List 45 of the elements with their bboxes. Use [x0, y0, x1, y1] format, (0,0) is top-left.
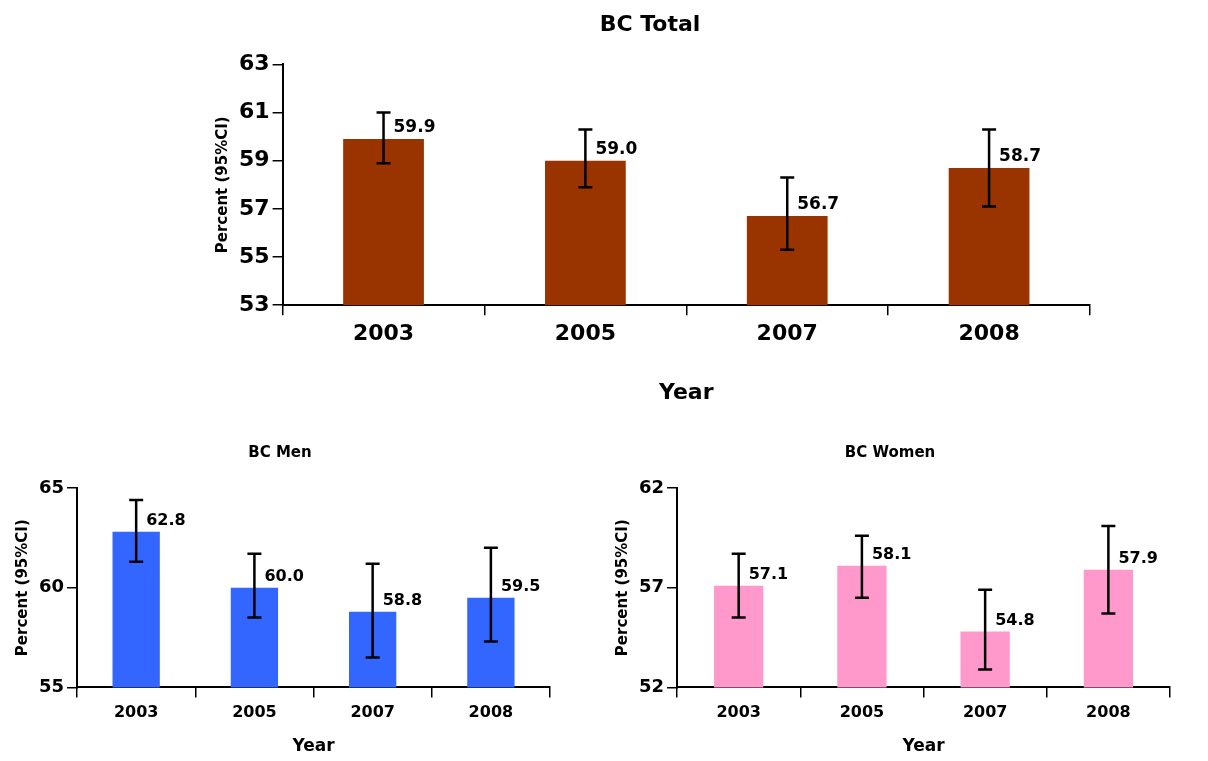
data-label: 59.9 [393, 115, 436, 136]
y-tick-label: 57 [238, 194, 270, 220]
x-tick-label: 2007 [962, 702, 1008, 722]
chart-title: BC Women [844, 442, 936, 461]
x-tick-label: 2003 [113, 702, 159, 722]
x-tick-label: 2003 [716, 702, 761, 722]
x-axis-title: Year [291, 735, 336, 756]
y-tick-label: 57 [638, 575, 665, 597]
x-tick-label: 2005 [232, 702, 277, 722]
x-tick-label: 2008 [958, 320, 1020, 346]
data-label: 57.1 [748, 563, 789, 583]
y-tick-label: 63 [238, 50, 270, 76]
data-label: 54.8 [995, 609, 1035, 629]
x-axis-title: Year [901, 735, 946, 756]
y-axis-title: Percent (95%CI) [212, 116, 231, 254]
y-axis-title: Percent (95%CI) [12, 519, 31, 657]
y-tick-label: 53 [238, 290, 270, 316]
y-tick-label: 60 [38, 575, 65, 597]
y-tick-label: 61 [238, 98, 270, 124]
data-label: 62.8 [146, 510, 186, 530]
x-axis-title: Year [658, 378, 714, 404]
x-tick-label: 2005 [554, 320, 616, 346]
y-tick-label: 59 [238, 146, 270, 172]
x-tick-label: 2003 [352, 320, 415, 346]
y-axis-title: Percent (95%CI) [612, 519, 631, 657]
data-label: 57.9 [1118, 547, 1158, 567]
data-label: 59.0 [595, 137, 638, 158]
y-tick-label: 55 [38, 675, 65, 697]
x-tick-label: 2008 [1086, 702, 1131, 722]
data-label: 56.7 [797, 193, 840, 214]
x-tick-label: 2005 [839, 702, 885, 722]
data-label: 58.7 [999, 144, 1042, 165]
y-tick-label: 55 [238, 242, 270, 268]
x-tick-label: 2007 [350, 702, 395, 722]
y-tick-label: 52 [638, 675, 665, 697]
x-tick-label: 2008 [468, 702, 514, 722]
chart-title: BC Total [599, 10, 701, 36]
data-label: 58.1 [871, 543, 912, 563]
y-tick-label: 62 [638, 475, 665, 497]
x-tick-label: 2007 [756, 320, 818, 346]
y-tick-label: 65 [38, 475, 65, 497]
data-label: 58.8 [382, 589, 423, 609]
data-label: 60.0 [264, 565, 304, 585]
data-label: 59.5 [500, 575, 541, 595]
chart-title: BC Men [248, 442, 312, 461]
